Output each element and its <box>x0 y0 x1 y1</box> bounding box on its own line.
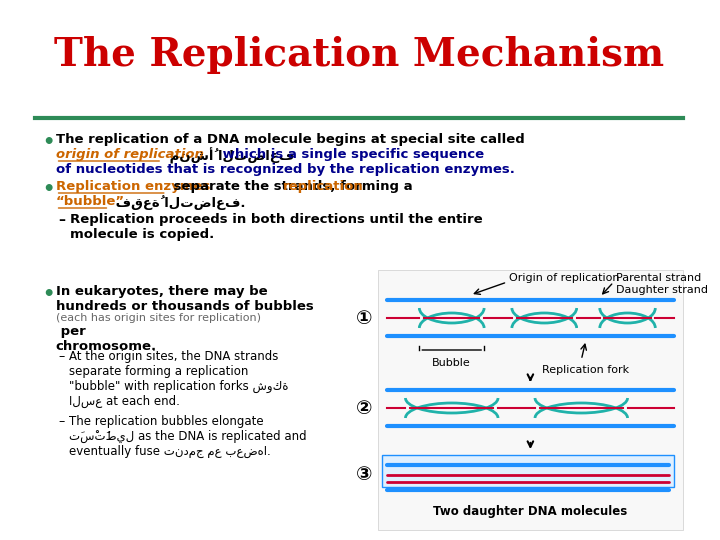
Text: منشأُ التضاعف: منشأُ التضاعف <box>165 148 294 164</box>
Text: ③: ③ <box>356 465 372 484</box>
Text: In eukaryotes, there may be
hundreds or thousands of bubbles: In eukaryotes, there may be hundreds or … <box>55 285 313 313</box>
FancyBboxPatch shape <box>378 270 683 530</box>
Text: Parental strand: Parental strand <box>616 273 701 283</box>
Text: The replication of a DNA molecule begins at special site called: The replication of a DNA molecule begins… <box>55 133 524 146</box>
Text: origin of replication: origin of replication <box>55 148 204 161</box>
Text: which is a single specific sequence: which is a single specific sequence <box>217 148 484 161</box>
Text: •: • <box>42 285 55 304</box>
Text: of nucleotides that is recognized by the replication enzymes.: of nucleotides that is recognized by the… <box>55 163 515 176</box>
Text: •: • <box>42 180 55 199</box>
Text: At the origin sites, the DNA strands
separate forming a replication
"bubble" wit: At the origin sites, the DNA strands sep… <box>68 350 288 408</box>
Text: Replication fork: Replication fork <box>542 365 629 375</box>
Text: –: – <box>58 415 65 428</box>
Text: The replication bubbles elongate
تَسْتَطيل as the DNA is replicated and
eventual: The replication bubbles elongate تَسْتَط… <box>68 415 306 458</box>
Text: ①: ① <box>356 308 372 327</box>
Text: Replication proceeds in both directions until the entire
molecule is copied.: Replication proceeds in both directions … <box>71 213 483 241</box>
Text: (each has origin sites for replication): (each has origin sites for replication) <box>55 313 261 323</box>
Text: –: – <box>58 350 65 363</box>
Text: “bubble”: “bubble” <box>55 195 125 208</box>
FancyBboxPatch shape <box>382 455 674 487</box>
Text: Two daughter DNA molecules: Two daughter DNA molecules <box>433 505 628 518</box>
Text: Daughter strand: Daughter strand <box>616 285 708 295</box>
Text: Replication enzymes: Replication enzymes <box>55 180 210 193</box>
Text: –: – <box>58 213 66 227</box>
Text: Bubble: Bubble <box>432 358 471 368</box>
Text: separate the strands, forming a: separate the strands, forming a <box>168 180 417 193</box>
Text: Origin of replication: Origin of replication <box>509 273 620 283</box>
Text: •: • <box>42 133 55 152</box>
Text: replication: replication <box>283 180 364 193</box>
Text: فقعةُ التضاعف.: فقعةُ التضاعف. <box>111 195 246 210</box>
Text: The Replication Mechanism: The Replication Mechanism <box>54 36 665 74</box>
Text: per
chromosome.: per chromosome. <box>55 325 157 353</box>
Text: ②: ② <box>356 399 372 417</box>
